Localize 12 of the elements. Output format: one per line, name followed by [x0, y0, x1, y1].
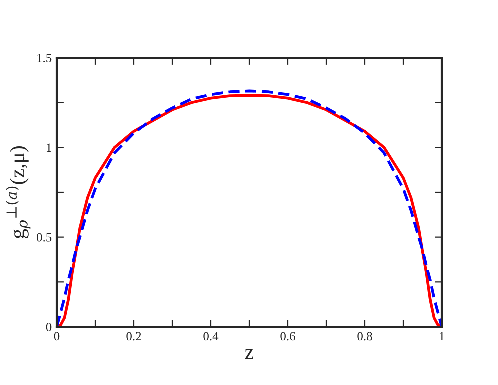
- x-tick-label: 0.8: [358, 332, 372, 341]
- x-tick-label: 0.4: [204, 332, 219, 341]
- x-tick-label: 0.6: [280, 332, 296, 341]
- y-tick-label: 1.5: [38, 54, 52, 63]
- x-tick-label: 0: [54, 332, 60, 341]
- y-tick-label: 1: [46, 144, 52, 152]
- y-tick-label: 0.5: [36, 233, 52, 242]
- x-axis-title: z: [245, 349, 254, 360]
- x-tick-label: 0.2: [126, 332, 142, 341]
- y-tick-label: 0: [46, 323, 52, 332]
- x-tick-label: 1: [440, 332, 444, 341]
- y-axis-title: g$_{ρ}$$^{⊥(a)}$(z,μ): [6, 146, 31, 238]
